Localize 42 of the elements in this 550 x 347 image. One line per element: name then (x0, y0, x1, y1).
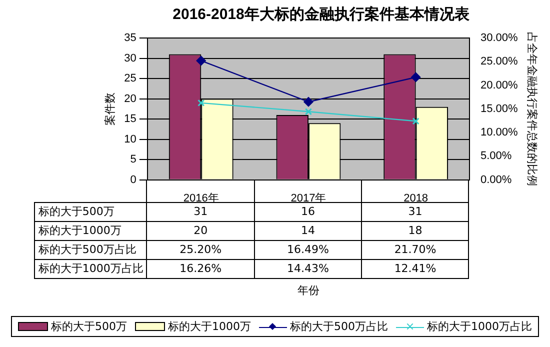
y2-tick-label: 0.00% (480, 174, 512, 186)
y-axis-title: 案件数 (104, 92, 117, 126)
y2-tick-label: 30.00% (480, 32, 518, 44)
data-label: 14 (300, 224, 315, 238)
y2-tick-label: 25.00% (480, 56, 518, 68)
data-label: 25.20% (180, 243, 222, 256)
text: 标的大于500万 (38, 205, 114, 218)
y-tick-label: 20 (124, 92, 136, 105)
y-tick-label: 35 (124, 32, 136, 44)
text: 标的大于1000万 (38, 224, 122, 238)
data-label: 16.26% (180, 262, 222, 276)
y-tick-label: 5 (130, 154, 136, 166)
data-label: 18 (408, 224, 422, 238)
legend-label: 标的大于1000万 (168, 319, 251, 334)
y-tick-label: 25 (124, 72, 136, 85)
data-label: 31 (408, 205, 422, 218)
x-tick-label: 2017年 (290, 192, 326, 204)
y2-axis-title: 占全年金融执行案件总数的比例 (525, 32, 538, 186)
y-tick-label: 10 (124, 133, 136, 146)
y2-tick-label: 15.00% (480, 102, 518, 115)
data-label: 16 (300, 205, 315, 218)
text: 标的大于1000万占比 (38, 262, 144, 276)
data-label: 31 (194, 205, 208, 218)
y-tick-label: 15 (124, 113, 136, 126)
x-tick-label: 2018 (404, 192, 428, 204)
data-label: 12.41% (394, 262, 436, 276)
text: 标的大于500万占比 (38, 243, 136, 256)
y-tick-label: 0 (130, 174, 136, 186)
y2-tick-label: 5.00% (480, 150, 512, 162)
data-label: 21.70% (394, 243, 436, 256)
x-tick-label: 2016年 (183, 192, 219, 204)
legend-label: 标的大于500万占比 (290, 319, 388, 334)
legend-label: 标的大于500万 (51, 319, 127, 334)
y2-tick-label: 10.00% (480, 126, 518, 139)
legend-label: 标的大于1000万占比 (427, 319, 532, 334)
text: 年份 (297, 282, 320, 298)
y2-tick-label: 20.00% (480, 79, 518, 92)
data-label: 20 (194, 224, 208, 238)
data-label: 16.49% (286, 243, 329, 256)
y-tick-label: 30 (124, 52, 136, 64)
data-label: 14.43% (286, 262, 329, 276)
chart-title: 2016-2018年大标的金融执行案件基本情况表 (172, 5, 470, 24)
